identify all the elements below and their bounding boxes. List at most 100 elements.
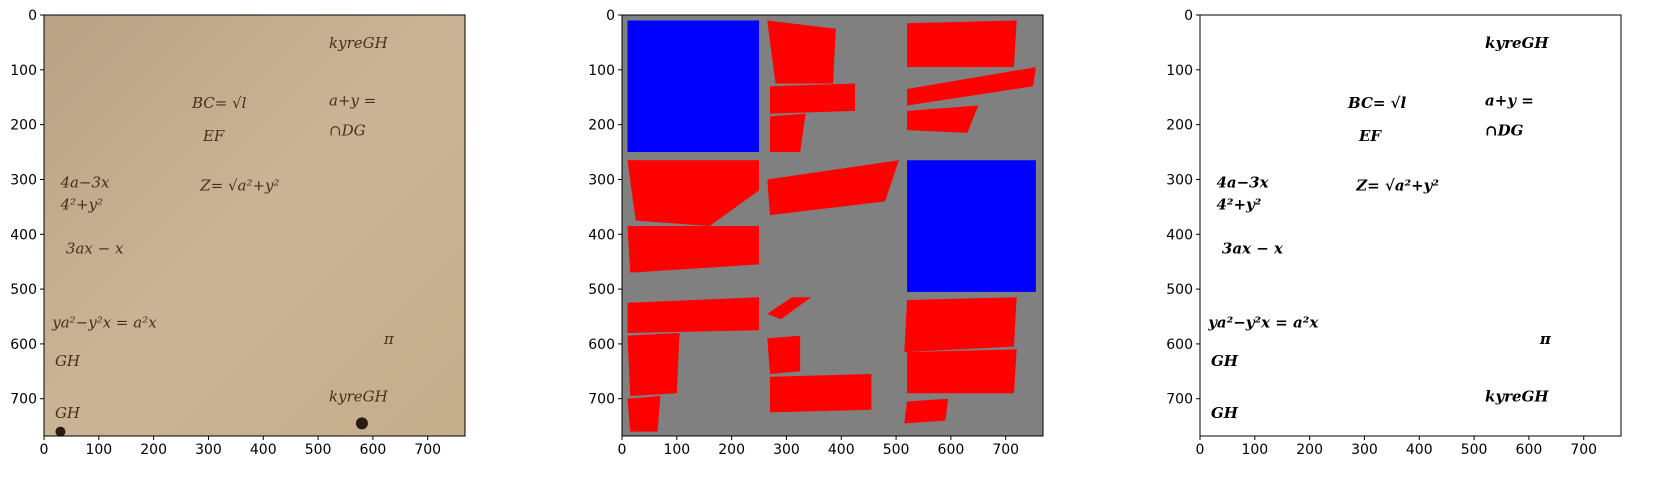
- x-tick-label: 700: [414, 442, 441, 458]
- panel-manuscript-original: BC= √l EF a+y = ∩DG 4a−3x 4²+y² Z= √a²+y² 3ax −…: [0, 0, 600, 493]
- axes-frame: [1199, 14, 1622, 437]
- mask-red-region: [767, 335, 801, 375]
- y-tick-label: 0: [28, 8, 37, 24]
- mask-red-region: [907, 20, 1017, 68]
- y-tick-label: 100: [1166, 63, 1193, 79]
- manuscript-ink: BC= √l: [191, 94, 247, 112]
- x-tick-label: 600: [938, 442, 965, 458]
- mask-red-region: [907, 67, 1036, 106]
- mask-red-region: [627, 395, 661, 432]
- ink-blot: [55, 426, 66, 437]
- y-tick-label: 400: [10, 227, 37, 243]
- mask-red-region: [627, 297, 760, 333]
- y-tick-label: 600: [10, 337, 37, 353]
- x-tick-label: 400: [828, 442, 855, 458]
- manuscript-ink: Z= √a²+y²: [199, 176, 279, 194]
- ink-blot: [355, 417, 368, 430]
- manuscript-ink: GH: [55, 404, 81, 422]
- binary-ink: 4²+y²: [1216, 196, 1261, 214]
- y-tick-label: 200: [1166, 118, 1193, 134]
- mask-red-region: [770, 113, 806, 153]
- y-tick-label: 0: [606, 8, 615, 24]
- manuscript-ink: 4²+y²: [59, 196, 103, 214]
- binary-ink: ya²−y²x = a²x: [1207, 313, 1319, 331]
- x-tick-label: 500: [1461, 442, 1488, 458]
- x-tick-label: 300: [1351, 442, 1378, 458]
- mask-red-region: [627, 332, 680, 396]
- y-tick-label: 300: [10, 172, 37, 188]
- mask-red-region: [904, 398, 949, 424]
- manuscript-ink: kyreGH: [329, 34, 389, 52]
- y-tick-label: 600: [588, 337, 615, 353]
- binary-ink: a+y =: [1485, 91, 1534, 109]
- y-tick-label: 100: [10, 63, 37, 79]
- manuscript-ink: a+y =: [329, 91, 376, 109]
- binary-ink: EF: [1358, 127, 1382, 145]
- mask-plot: 0 100 200 300 400 500 600 700 0 100 200 300 400 500 60…: [588, 8, 1044, 458]
- x-tick-label: 600: [360, 442, 387, 458]
- binary-ink: BC= √l: [1347, 94, 1407, 112]
- mask-red-region: [770, 374, 872, 413]
- manuscript-ink: kyreGH: [329, 387, 389, 405]
- x-tick-label: 100: [85, 442, 112, 458]
- y-tick-label: 500: [1166, 282, 1193, 298]
- x-tick-label: 0: [1196, 442, 1205, 458]
- mask-red-region: [907, 105, 979, 133]
- mask-red-region: [767, 20, 836, 84]
- axes-frame: [43, 14, 466, 437]
- mask-red-region: [627, 226, 760, 273]
- y-tick-label: 700: [10, 392, 37, 408]
- y-tick-label: 200: [588, 118, 615, 134]
- binary-ink: ∩DG: [1485, 122, 1524, 140]
- x-tick-label: 100: [1241, 442, 1268, 458]
- x-tick-label: 400: [250, 442, 277, 458]
- mask-red-region: [904, 297, 1017, 353]
- mask-red-region: [767, 297, 812, 320]
- manuscript-ink: ∩DG: [329, 122, 366, 140]
- binary-ink: GH: [1211, 352, 1239, 370]
- y-tick-label: 200: [10, 118, 37, 134]
- binary-ink: Z= √a²+y²: [1355, 176, 1439, 194]
- y-tick-label: 700: [588, 392, 615, 408]
- x-tick-label: 700: [1570, 442, 1597, 458]
- y-tick-label: 700: [1166, 392, 1193, 408]
- x-tick-label: 400: [1406, 442, 1433, 458]
- manuscript-ink: EF: [202, 127, 225, 145]
- y-tick-label: 0: [1184, 8, 1193, 24]
- mask-red-region: [907, 349, 1017, 394]
- mask-red-region: [767, 160, 899, 216]
- manuscript-ink: ya²−y²x = a²x: [51, 313, 157, 331]
- x-tick-label: 0: [618, 442, 627, 458]
- x-tick-label: 500: [305, 442, 332, 458]
- x-tick-label: 100: [663, 442, 690, 458]
- y-tick-label: 300: [588, 172, 615, 188]
- x-tick-label: 600: [1516, 442, 1543, 458]
- mask-blue-region: [907, 160, 1036, 292]
- y-tick-label: 300: [1166, 172, 1193, 188]
- binary-ink: 3ax − x: [1222, 239, 1284, 257]
- binary-ink: π: [1539, 330, 1552, 348]
- y-tick-label: 100: [588, 63, 615, 79]
- mask-red-region: [770, 83, 855, 114]
- x-tick-label: 200: [718, 442, 745, 458]
- y-tick-label: 500: [588, 282, 615, 298]
- x-tick-label: 700: [992, 442, 1019, 458]
- x-tick-label: 500: [883, 442, 910, 458]
- x-tick-label: 200: [1296, 442, 1323, 458]
- panel-segmentation-mask: 0 100 200 300 400 500 600 700 0 100 200 300 400 500 60…: [578, 0, 1178, 493]
- x-tick-label: 200: [140, 442, 167, 458]
- mask-red-region: [627, 160, 760, 227]
- y-tick-label: 600: [1166, 337, 1193, 353]
- y-tick-label: 500: [10, 282, 37, 298]
- mask-blue-region: [627, 20, 760, 153]
- manuscript-ink: 4a−3x: [59, 174, 110, 192]
- manuscript-background: [44, 15, 465, 436]
- binary-ink: 4a−3x: [1216, 174, 1269, 192]
- x-tick-label: 300: [773, 442, 800, 458]
- binary-background: [1200, 15, 1621, 436]
- manuscript-ink: GH: [55, 352, 81, 370]
- x-tick-label: 300: [195, 442, 222, 458]
- y-tick-label: 400: [588, 227, 615, 243]
- binary-ink: kyreGH: [1485, 387, 1549, 405]
- manuscript-plot: BC= √l EF a+y = ∩DG 4a−3x 4²+y² Z= √a²+y² 3ax −…: [10, 8, 466, 458]
